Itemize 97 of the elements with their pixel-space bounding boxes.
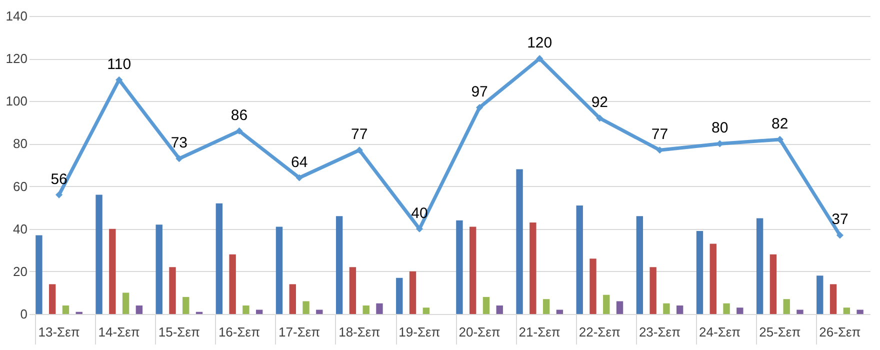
bar: [336, 216, 343, 314]
x-tick-label: 16-Σεπ: [218, 324, 260, 340]
bar: [830, 284, 837, 314]
bar: [603, 294, 610, 314]
bar: [349, 267, 356, 314]
bar: [556, 310, 564, 314]
y-tick-label: 120: [6, 51, 28, 66]
y-tick-label: 140: [6, 8, 28, 24]
bar: [856, 310, 864, 314]
bar: [843, 308, 850, 314]
data-label: 80: [711, 120, 728, 137]
x-tick-label: 25-Σεπ: [759, 324, 801, 340]
bar: [663, 303, 670, 314]
bar: [636, 216, 644, 314]
point: [356, 146, 363, 154]
point: [176, 155, 183, 162]
bar: [316, 310, 323, 314]
data-label: 73: [170, 134, 188, 152]
bar: [576, 205, 583, 314]
x-tick-label: 18-Σεπ: [338, 324, 380, 340]
bar: [469, 226, 476, 314]
point: [116, 76, 123, 84]
bar: [276, 226, 283, 314]
x-tick-label: 23-Σεπ: [638, 324, 681, 340]
data-label: 86: [230, 106, 248, 124]
bar: [616, 301, 624, 314]
data-label: 37: [832, 211, 848, 228]
bar: [676, 305, 684, 314]
point: [296, 174, 303, 182]
data-label: 82: [772, 115, 788, 132]
point: [596, 114, 604, 122]
x-tick-label: 20-Σεπ: [458, 324, 500, 340]
point: [536, 55, 544, 62]
data-label: 64: [290, 154, 308, 171]
bar: [242, 305, 250, 314]
bar: [216, 203, 223, 314]
bar: [169, 267, 176, 314]
bar: [516, 169, 523, 314]
bar: [362, 305, 370, 314]
point: [236, 127, 243, 134]
data-label: 120: [527, 34, 552, 52]
bar: [409, 271, 416, 314]
bar: [62, 305, 70, 314]
y-tick-label: 60: [13, 178, 28, 194]
x-tick-label: 26-Σεπ: [819, 324, 861, 340]
bar: [182, 296, 190, 314]
bar: [783, 299, 790, 314]
bar: [816, 276, 824, 314]
point: [476, 104, 484, 112]
y-tick-label: 100: [6, 94, 28, 109]
data-label: 97: [471, 84, 488, 101]
x-tick-label: 24-Σεπ: [699, 324, 741, 340]
bar: [229, 254, 236, 314]
bar: [156, 224, 162, 314]
bar: [256, 310, 263, 314]
x-tick-label: 14-Σεπ: [98, 324, 140, 340]
bar: [530, 222, 536, 314]
bar: [136, 305, 143, 314]
data-label: 92: [591, 94, 608, 112]
bar: [96, 194, 102, 314]
bar: [710, 244, 716, 314]
bar: [422, 308, 430, 314]
bar: [770, 254, 777, 314]
point: [836, 232, 844, 239]
bar: [496, 305, 503, 314]
y-tick-label: 20: [13, 264, 28, 279]
x-tick-label: 22-Σεπ: [578, 324, 620, 340]
bar: [48, 284, 56, 314]
y-tick-label: 0: [20, 306, 28, 322]
bar: [542, 299, 550, 314]
bar: [756, 218, 764, 314]
bar: [736, 308, 744, 314]
bar: [396, 278, 403, 314]
bar: [36, 235, 42, 314]
x-tick-label: 19-Σεπ: [398, 324, 440, 340]
bar: [456, 220, 463, 314]
data-label: 77: [651, 126, 668, 144]
y-tick-label: 80: [13, 136, 28, 152]
bar: [482, 296, 490, 314]
y-tick-label: 40: [13, 221, 28, 236]
bar: [289, 284, 296, 314]
bar: [109, 228, 116, 314]
x-tick-label: 21-Σεπ: [518, 324, 560, 340]
bar: [796, 310, 804, 314]
bar: [376, 303, 383, 314]
data-label: 77: [351, 126, 368, 144]
x-tick-label: 13-Σεπ: [38, 324, 80, 340]
bar: [590, 258, 596, 314]
bar: [723, 303, 730, 314]
x-tick-label: 17-Σεπ: [278, 324, 320, 340]
bar: [302, 301, 310, 314]
x-tick-label: 15-Σεπ: [158, 324, 200, 340]
bar: [122, 292, 130, 314]
point: [56, 191, 63, 198]
bar: [696, 230, 704, 314]
bar: [650, 267, 656, 314]
data-label: 110: [107, 56, 132, 73]
